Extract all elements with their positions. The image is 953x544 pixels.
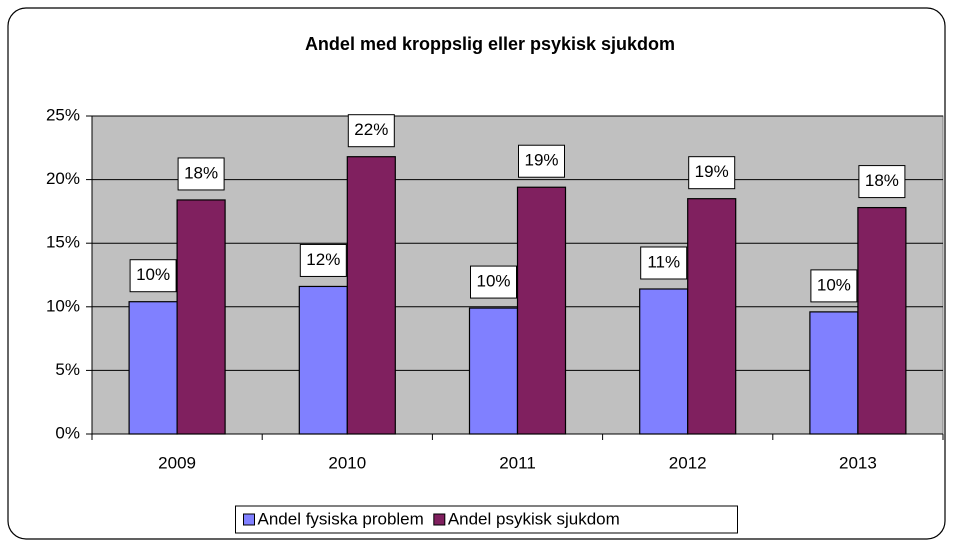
y-tick-label: 0% [55,423,80,442]
value-label-box [858,165,906,199]
x-tick-label: 2012 [669,453,707,472]
x-tick-label: 2013 [839,453,877,472]
value-label-box [640,246,688,280]
x-tick-label: 2009 [158,453,196,472]
bar [516,186,567,435]
value-label-box [518,144,565,178]
chart-title: Andel med kroppslig eller psykisk sjukdo… [305,34,675,54]
value-label-box [347,114,395,148]
legend-swatch [433,513,446,526]
value-label: 22% [354,120,388,139]
value-label-box [299,243,347,277]
value-label-box [129,259,177,293]
value-label: 18% [865,171,899,190]
y-tick-label: 20% [46,169,80,188]
value-label: 11% [647,252,680,271]
y-tick-label: 5% [55,360,80,379]
value-label: 12% [306,250,340,269]
bar [687,198,737,435]
value-label: 10% [476,272,510,291]
bar [468,307,519,435]
bar [809,311,859,435]
value-label-box [470,265,517,299]
value-label-box [688,156,736,190]
x-tick-label: 2011 [499,453,536,472]
value-label: 10% [817,275,851,294]
value-label: 10% [136,265,170,284]
value-label-box [810,269,858,303]
bar [298,285,348,435]
legend-box [235,505,738,534]
x-tick-label: 2010 [328,453,366,472]
legend-label: Andel fysiska problem [258,509,424,528]
value-label: 18% [184,163,218,182]
value-label-box [177,157,225,191]
y-tick-label: 25% [46,105,80,124]
value-label: 19% [695,162,729,181]
y-tick-label: 15% [46,233,80,252]
legend-label: Andel psykisk sjukdom [448,509,620,528]
legend-swatch [243,513,255,526]
bar [346,156,396,435]
y-tick-label: 10% [46,296,80,315]
value-label: 19% [524,151,558,170]
bar [857,206,907,435]
bar [639,288,689,435]
bar [128,301,178,435]
bar [176,199,226,435]
